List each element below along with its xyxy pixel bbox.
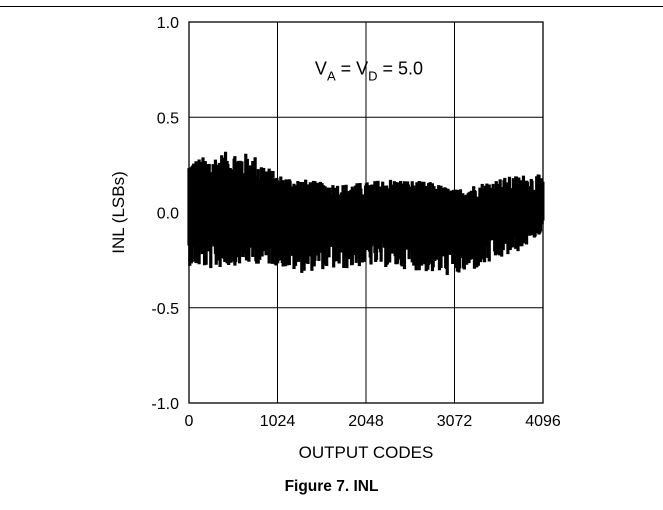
inl-core-band bbox=[189, 177, 543, 249]
y-tick-label: -0.5 bbox=[151, 301, 179, 318]
y-axis-label: INL (LSBs) bbox=[109, 171, 128, 254]
top-rule bbox=[0, 6, 663, 7]
y-tick-label: -1.0 bbox=[151, 396, 179, 413]
x-tick-label: 0 bbox=[185, 413, 194, 430]
annotation-text: = 5.0 bbox=[378, 59, 424, 79]
x-tick-label: 2048 bbox=[348, 413, 384, 430]
x-tick-label: 1024 bbox=[260, 413, 296, 430]
y-tick-label: 1.0 bbox=[157, 15, 179, 32]
inl-series bbox=[187, 151, 545, 276]
plot-frame bbox=[188, 21, 544, 404]
inl-chart: 1.0 0.5 0.0 -0.5 -1.0 0 1024 2048 3072 4096 INL … bbox=[109, 15, 561, 462]
x-tick-labels: 0 1024 2048 3072 4096 bbox=[185, 413, 561, 430]
x-tick-label: 3072 bbox=[437, 413, 473, 430]
figure-caption: Figure 7. INL bbox=[284, 478, 379, 495]
y-tick-label: 0.0 bbox=[157, 206, 179, 223]
y-tick-labels: 1.0 0.5 0.0 -0.5 -1.0 bbox=[151, 15, 179, 413]
annotation-text: V bbox=[315, 59, 327, 79]
x-tick-label: 4096 bbox=[525, 413, 561, 430]
y-tick-label: 0.5 bbox=[157, 110, 179, 127]
annotation-subscript: A bbox=[327, 69, 336, 84]
annotation-subscript: D bbox=[368, 69, 377, 84]
annotation: VA = VD = 5.0 bbox=[315, 59, 423, 84]
annotation-text: = V bbox=[336, 59, 369, 79]
x-axis-label: OUTPUT CODES bbox=[299, 443, 434, 462]
